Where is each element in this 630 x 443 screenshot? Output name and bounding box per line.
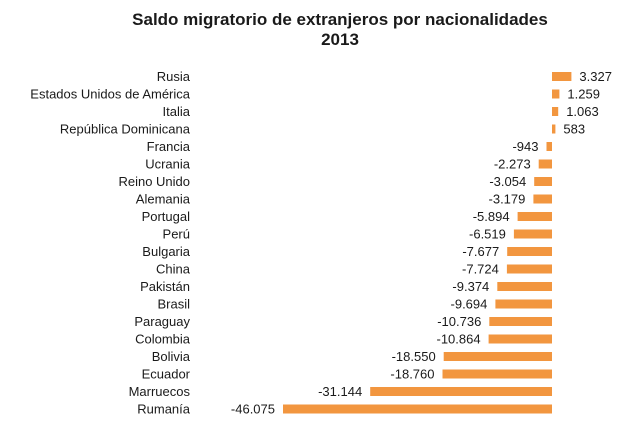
category-label: Marruecos: [129, 384, 191, 399]
value-label: -46.075: [231, 402, 275, 417]
bar-5: [538, 159, 552, 169]
bar-17: [442, 369, 552, 379]
bar-8: [517, 212, 552, 221]
category-label: Alemania: [136, 192, 191, 207]
bar-1: [552, 89, 560, 99]
bar-13: [495, 299, 552, 309]
category-label: Bolivia: [152, 349, 191, 364]
bar-3: [552, 124, 556, 134]
category-label: Perú: [163, 227, 190, 242]
category-label: Bulgaria: [142, 244, 190, 259]
value-label: 3.327: [579, 69, 612, 84]
bar-7: [533, 194, 552, 204]
category-label: Italia: [163, 104, 191, 119]
value-labels-group: 3.327 1.259 1.063 583 -943 -2.273 -3.054 -3.179…: [231, 69, 612, 417]
bar-19: [283, 404, 552, 414]
value-label: -10.864: [437, 332, 481, 347]
category-label: China: [156, 262, 191, 277]
value-label: -18.550: [392, 349, 436, 364]
bar-14: [489, 317, 552, 326]
value-label: 1.063: [566, 104, 599, 119]
value-label: 583: [563, 122, 585, 137]
category-label: Estados Unidos de América: [30, 87, 190, 102]
category-label: Paraguay: [134, 314, 190, 329]
bar-18: [370, 387, 552, 396]
value-label: -9.694: [451, 297, 488, 312]
category-label: Rusia: [157, 69, 191, 84]
bar-11: [506, 264, 552, 274]
category-label: Reino Unido: [118, 174, 190, 189]
bars-group: [283, 72, 572, 414]
bar-4: [546, 142, 552, 151]
value-label: -31.144: [318, 384, 362, 399]
bar-15: [488, 334, 552, 344]
bar-9: [513, 229, 552, 239]
category-label: Rumanía: [137, 402, 191, 417]
category-label: Ucrania: [145, 157, 191, 172]
category-label: Francia: [147, 139, 191, 154]
value-label: 1.259: [567, 87, 600, 102]
category-label: Pakistán: [140, 279, 190, 294]
value-label: -5.894: [473, 209, 510, 224]
value-label: -18.760: [390, 367, 434, 382]
value-label: -6.519: [469, 227, 506, 242]
category-labels-group: Rusia Estados Unidos de América Italia Repú…: [30, 69, 190, 417]
value-label: -943: [512, 139, 538, 154]
bar-12: [497, 282, 552, 291]
bar-16: [443, 352, 552, 361]
chart-title: Saldo migratorio de extranjeros por naci…: [0, 10, 630, 50]
bar-2: [552, 107, 559, 116]
bar-0: [552, 72, 572, 81]
value-label: -7.677: [462, 244, 499, 259]
category-label: República Dominicana: [60, 122, 191, 137]
category-label: Ecuador: [142, 367, 191, 382]
bar-6: [534, 177, 552, 186]
value-label: -3.179: [489, 192, 526, 207]
category-label: Portugal: [142, 209, 191, 224]
value-label: -2.273: [494, 157, 531, 172]
value-label: -10.736: [437, 314, 481, 329]
category-label: Colombia: [135, 332, 191, 347]
category-label: Brasil: [157, 297, 190, 312]
value-label: -3.054: [489, 174, 526, 189]
value-label: -7.724: [462, 262, 499, 277]
chart-title-line: Saldo migratorio de extranjeros por naci…: [132, 10, 548, 29]
value-label: -9.374: [452, 279, 489, 294]
chart-subtitle: 2013: [321, 30, 359, 49]
bar-10: [507, 247, 552, 256]
